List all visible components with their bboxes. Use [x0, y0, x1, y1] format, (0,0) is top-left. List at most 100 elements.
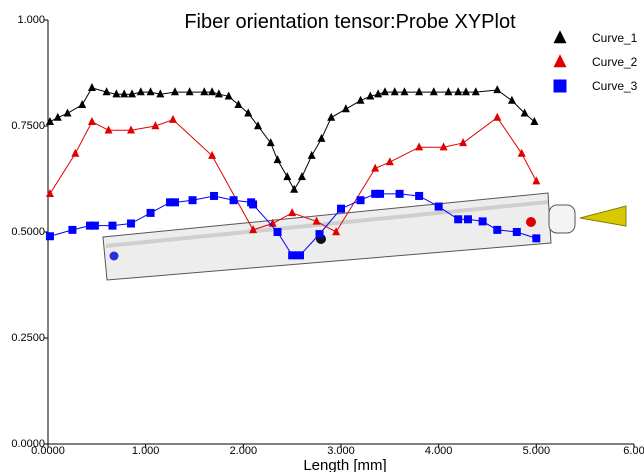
data-point	[463, 215, 472, 224]
data-point	[45, 189, 54, 198]
data-point	[112, 89, 121, 98]
x-tick-label: 2.000	[230, 445, 258, 457]
data-point	[493, 225, 502, 234]
data-point	[493, 85, 502, 94]
data-point	[395, 189, 404, 198]
data-point	[68, 225, 77, 234]
data-point	[151, 121, 160, 130]
x-tick-label: 3.000	[327, 445, 355, 457]
data-point	[390, 87, 399, 96]
data-point	[341, 104, 350, 113]
data-point	[366, 91, 375, 100]
data-point	[512, 228, 521, 236]
data-point	[188, 196, 197, 205]
y-tick-label: 0.0000	[11, 438, 45, 450]
data-point	[45, 116, 54, 125]
data-point	[337, 204, 345, 213]
data-point	[127, 125, 136, 134]
data-point	[520, 108, 529, 117]
data-point	[208, 87, 217, 96]
data-point	[208, 150, 217, 159]
data-point	[244, 108, 253, 117]
data-point	[415, 191, 424, 200]
data-point	[315, 230, 324, 239]
data-point	[71, 148, 80, 157]
data-point	[210, 191, 219, 200]
data-point	[45, 232, 54, 241]
data-point	[444, 87, 453, 96]
data-point	[459, 138, 468, 147]
data-point	[532, 234, 541, 243]
data-point	[146, 208, 155, 217]
data-point	[200, 87, 209, 96]
series-line	[49, 87, 535, 191]
data-point	[78, 100, 87, 108]
data-point	[471, 87, 480, 96]
data-point	[400, 87, 409, 96]
data-point	[224, 91, 233, 100]
data-point	[85, 221, 94, 230]
data-point	[120, 89, 129, 98]
x-axis-label: Length [mm]	[303, 457, 386, 472]
data-point	[273, 155, 282, 164]
y-tick-label: 1.000	[17, 14, 45, 26]
data-point	[374, 89, 383, 98]
data-point	[63, 108, 72, 117]
x-tick-label: 5.000	[523, 445, 551, 457]
data-point	[214, 89, 223, 98]
data-point	[229, 196, 238, 205]
y-tick-label: 0.5000	[11, 226, 45, 238]
legend-marker	[553, 30, 567, 44]
data-point	[332, 227, 341, 236]
legend-marker	[553, 54, 567, 68]
data-point	[249, 200, 258, 209]
data-point	[290, 184, 299, 193]
data-point	[429, 87, 438, 96]
y-tick-label: 0.7500	[11, 120, 45, 132]
data-point	[104, 125, 113, 134]
data-point	[356, 196, 365, 205]
data-point	[462, 87, 471, 96]
data-point	[283, 172, 292, 181]
x-tick-label: 6.00	[623, 445, 644, 457]
data-point	[234, 100, 243, 108]
data-point	[371, 163, 380, 172]
data-point	[415, 142, 424, 151]
data-point	[102, 87, 111, 96]
x-tick-label: 1.000	[132, 445, 160, 457]
x-tick-label: 4.000	[425, 445, 453, 457]
data-point	[356, 95, 365, 104]
x-tick-label: 0.0000	[31, 445, 65, 457]
data-point	[493, 112, 502, 121]
data-point	[166, 198, 175, 207]
data-point	[454, 87, 463, 96]
legend-label: Curve_3	[592, 79, 638, 93]
data-point	[108, 221, 117, 230]
data-point	[185, 87, 194, 96]
y-tick-label: 0.2500	[11, 332, 45, 344]
data-point	[371, 189, 380, 198]
data-point	[170, 198, 179, 207]
data-point	[288, 251, 297, 260]
data-point	[90, 221, 99, 230]
data-point	[53, 112, 62, 121]
data-point	[146, 87, 155, 96]
data-point	[169, 114, 178, 123]
data-point	[385, 157, 394, 166]
data-point	[517, 148, 526, 157]
data-point	[454, 215, 463, 224]
data-point	[273, 228, 282, 236]
data-point	[288, 208, 297, 217]
data-point	[312, 216, 321, 225]
data-point	[532, 176, 541, 185]
data-point	[170, 87, 179, 96]
data-point	[478, 217, 487, 226]
legend-label: Curve_2	[592, 55, 638, 69]
data-point	[376, 189, 385, 198]
data-point	[253, 121, 262, 130]
data-point	[87, 116, 96, 125]
data-point	[439, 142, 448, 151]
data-point	[136, 87, 145, 96]
chart-title: Fiber orientation tensor:Probe XYPlot	[184, 11, 516, 33]
data-point	[380, 87, 389, 96]
